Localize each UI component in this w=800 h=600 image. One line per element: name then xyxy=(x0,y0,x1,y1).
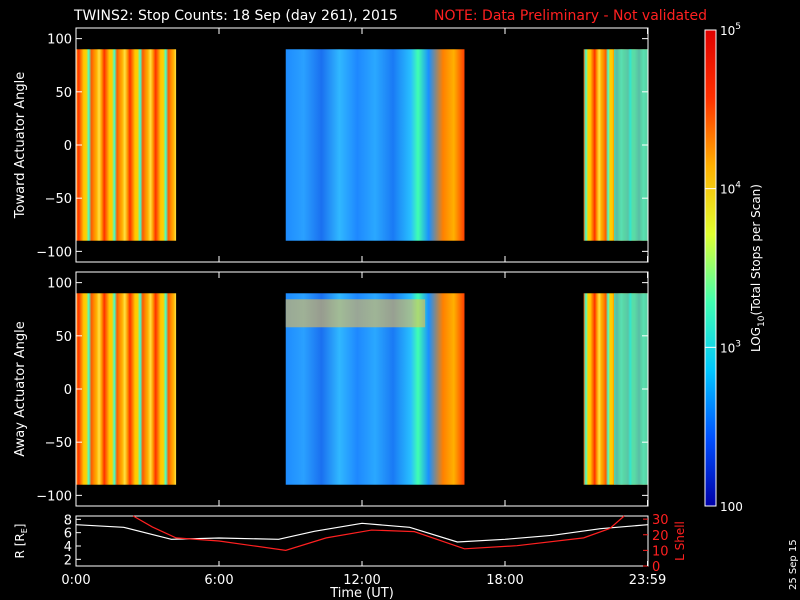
y-axis-label: Toward Actuator Angle xyxy=(13,72,28,219)
line-y2-tick-label: 10 xyxy=(652,544,669,559)
y-tick-label: 50 xyxy=(55,86,72,101)
colorbar xyxy=(704,29,717,507)
heatmap-band-2 xyxy=(285,299,426,328)
line-y-axis-label: R [RE] xyxy=(13,524,29,559)
data-note: NOTE: Data Preliminary - Not validated xyxy=(434,8,707,24)
colorbar-tick-label: 104 xyxy=(720,181,741,197)
y-tick-label: 0 xyxy=(64,139,72,154)
x-tick-label: 23:59 xyxy=(629,573,666,588)
heatmap-panel-2: 100 50 0 −50 −100 Away Actuator Angle xyxy=(13,271,649,507)
colorbar-tick-label: 105 xyxy=(720,22,741,38)
line-y-tick-label: 8 xyxy=(64,513,72,528)
line-y2-tick-label: 20 xyxy=(652,529,669,544)
y-tick-label: 0 xyxy=(64,383,72,398)
chart-title: TWINS2: Stop Counts: 18 Sep (day 261), 2… xyxy=(73,8,398,24)
y-tick-label: 100 xyxy=(47,277,72,292)
y-tick-label: 100 xyxy=(47,33,72,48)
heatmap-panel-1: 100 50 0 −50 −100 Toward Actuator Angle xyxy=(13,27,649,263)
colorbar-tick-label: 103 xyxy=(720,339,741,355)
x-tick-label: 6:00 xyxy=(204,573,233,588)
y-tick-label: 50 xyxy=(55,330,72,345)
heatmap-segment-2-1 xyxy=(76,293,177,485)
heatmap-segment-1-2 xyxy=(285,49,465,241)
x-tick-label: 12:00 xyxy=(343,573,380,588)
y-tick-label: −50 xyxy=(45,436,72,451)
x-tick-label: 0:00 xyxy=(61,573,90,588)
x-axis-label: Time (UT) xyxy=(329,586,394,600)
series-line-R xyxy=(75,522,649,543)
colorbar-tick-label: 100 xyxy=(720,500,743,514)
line-y2-tick-label: 0 xyxy=(652,560,660,575)
heatmap-segment-1-1 xyxy=(76,49,177,241)
y-tick-label: −50 xyxy=(45,192,72,207)
line-y2-tick-label: 30 xyxy=(652,513,669,528)
y-tick-label: −100 xyxy=(36,245,72,260)
x-tick-label: 18:00 xyxy=(486,573,523,588)
series-line-L xyxy=(132,515,625,551)
y-tick-label: −100 xyxy=(36,489,72,504)
line-y-tick-label: 4 xyxy=(64,540,72,555)
line-y2-axis-label: L Shell xyxy=(673,521,687,561)
line-y-tick-label: 6 xyxy=(64,527,72,542)
line-y-tick-label: 2 xyxy=(64,553,72,568)
colorbar-label: LOG10(Total Stops per Scan) xyxy=(749,184,767,352)
y-axis-label: Away Actuator Angle xyxy=(13,321,28,456)
side-date-label: 25 Sep 15 xyxy=(788,539,799,590)
